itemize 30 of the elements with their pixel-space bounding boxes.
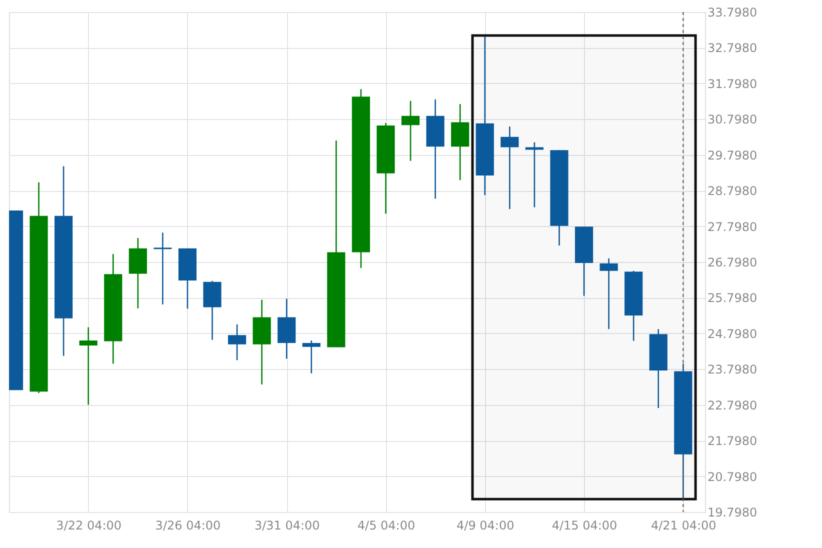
candlestick: [228, 324, 246, 361]
candlestick: [525, 142, 544, 208]
y-tick-label: 29.7980: [708, 148, 758, 162]
y-tick-label: 28.7980: [708, 184, 758, 198]
candlestick: [500, 126, 519, 210]
candlestick: [600, 258, 618, 330]
x-tick-label: 4/15 04:00: [552, 518, 618, 532]
candlestick: [79, 326, 98, 406]
y-tick-label: 25.7980: [708, 291, 758, 306]
candlestick: [154, 232, 172, 306]
y-tick-label: 21.7980: [708, 434, 758, 448]
x-tick-label: 3/31 04:00: [254, 518, 320, 532]
y-tick-label: 27.7980: [708, 220, 758, 234]
x-tick-label: 4/9 04:00: [456, 518, 514, 532]
y-tick-label: 33.7980: [708, 6, 758, 20]
y-tick-label: 26.7980: [708, 256, 758, 270]
y-tick-label: 24.7980: [708, 326, 758, 341]
candlestick: [302, 340, 320, 374]
candlestick: [401, 100, 420, 162]
y-tick-label: 30.7980: [708, 112, 758, 127]
y-tick-label: 22.7980: [708, 398, 758, 412]
y-tick-label: 32.7980: [708, 41, 758, 56]
x-tick-label: 3/22 04:00: [56, 518, 122, 532]
y-tick-label: 23.7980: [708, 362, 758, 377]
y-tick-label: 19.7980: [708, 506, 758, 520]
x-tick-label: 4/5 04:00: [357, 518, 416, 532]
y-tick-label: 31.7980: [708, 76, 758, 91]
x-tick-label: 4/21 04:00: [650, 518, 716, 532]
y-tick-label: 20.7980: [708, 470, 758, 484]
x-tick-label: 3/26 04:00: [155, 518, 221, 532]
